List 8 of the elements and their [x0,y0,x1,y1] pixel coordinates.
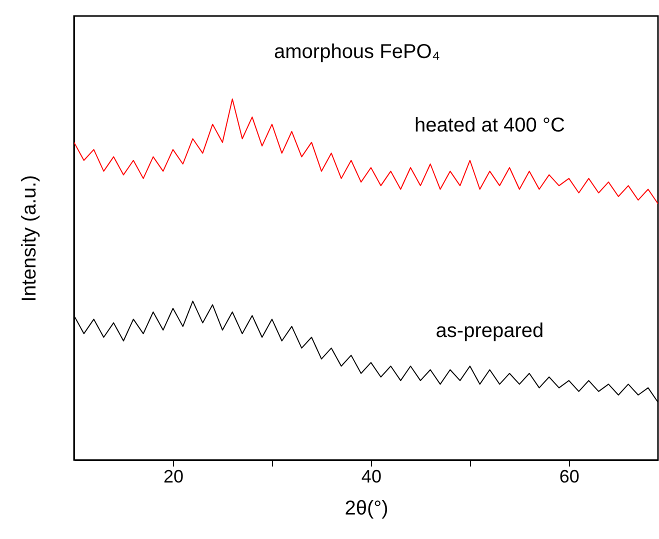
y-axis-title: Intensity (a.u.) [18,175,40,302]
x-axis-title: 2θ(°) [344,498,388,520]
x-tick-label: 40 [361,466,382,486]
x-tick-label: 60 [559,466,580,486]
x-tick-label: 20 [163,466,184,486]
series-label: heated at 400 °C [414,114,565,136]
series-label: as-prepared [436,320,544,342]
chart-title: amorphous FePO₄ [274,41,440,63]
